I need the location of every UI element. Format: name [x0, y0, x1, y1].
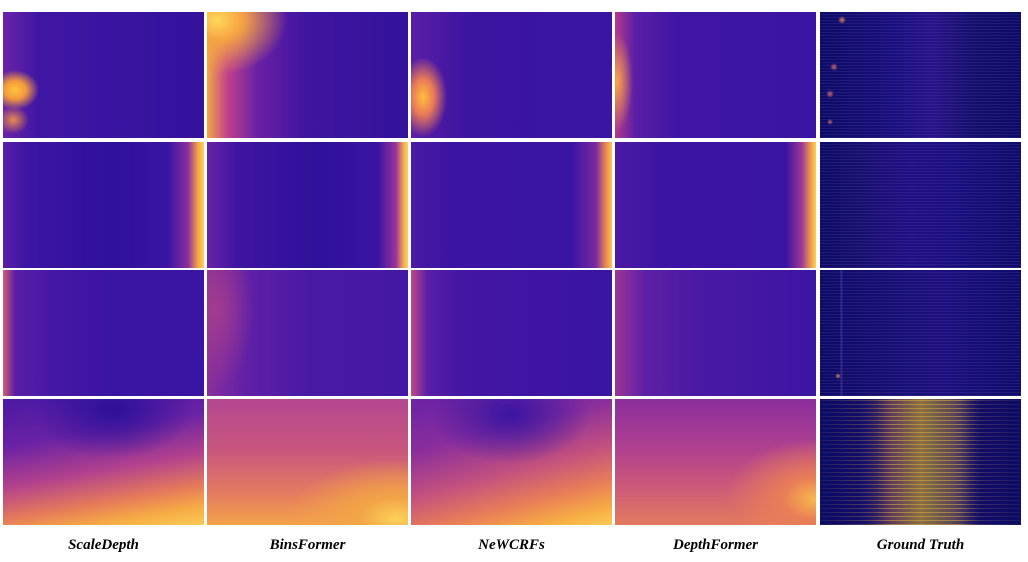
ground-truth-depth-map — [820, 270, 1021, 396]
binsformer-depth-map — [207, 142, 408, 268]
column-label-newcrfs: NeWCRFs — [478, 537, 545, 553]
depthformer-depth-map — [615, 270, 816, 396]
newcrfs-depth-map — [411, 270, 612, 396]
binsformer-depth-map — [207, 399, 408, 525]
column-label-ground-truth: Ground Truth — [876, 537, 965, 553]
binsformer-depth-map — [207, 12, 408, 138]
column-label-binsformer: BinsFormer — [269, 537, 346, 553]
depthformer-depth-map — [615, 399, 816, 525]
newcrfs-depth-map — [411, 142, 612, 268]
column-label-depthformer: DepthFormer — [672, 537, 758, 553]
column-label-scaledepth: ScaleDepth — [68, 537, 139, 553]
ground-truth-depth-map — [820, 399, 1021, 525]
depthformer-depth-map — [615, 142, 816, 268]
ground-truth-depth-map — [820, 142, 1021, 268]
newcrfs-depth-map — [411, 399, 612, 525]
scaledepth-depth-map — [3, 12, 204, 138]
scaledepth-depth-map — [3, 270, 204, 396]
newcrfs-depth-map — [411, 12, 612, 138]
ground-truth-depth-map — [820, 12, 1021, 138]
depthformer-depth-map — [615, 12, 816, 138]
scaledepth-depth-map — [3, 142, 204, 268]
scaledepth-depth-map — [3, 399, 204, 525]
binsformer-depth-map — [207, 270, 408, 396]
